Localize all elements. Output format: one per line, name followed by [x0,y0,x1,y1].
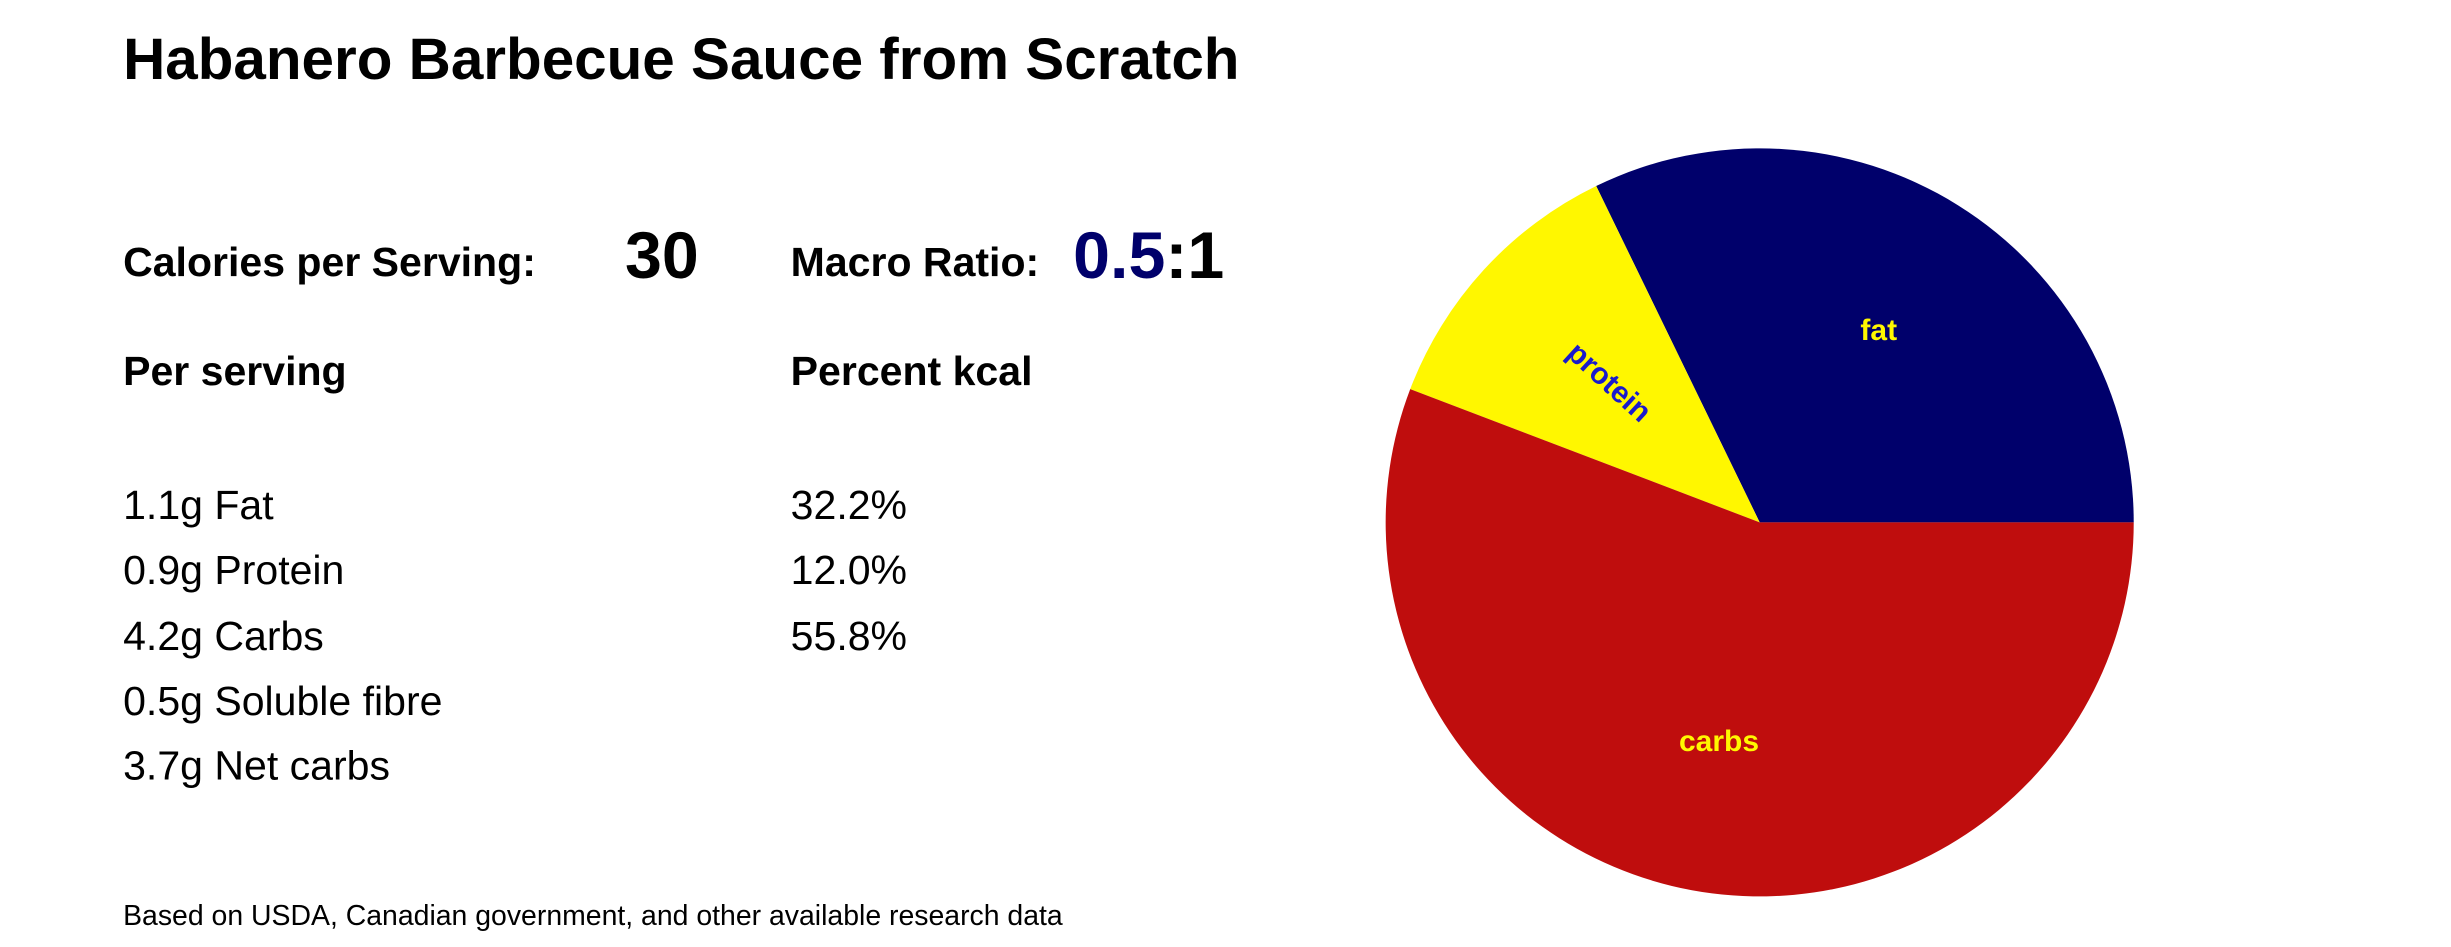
macro-ratio-value: 0.5:1 [1073,218,1224,294]
percent-kcal-item-carbs: 55.8% [790,611,908,660]
per-serving-item-carbs: 4.2g Carbs [123,611,324,660]
percent-kcal-list: 32.2% 12.0% 55.8% [791,473,907,669]
data-source-footnote: Based on USDA, Canadian government, and … [123,899,1063,932]
pie-slice-protein [1410,185,1760,523]
percent-kcal-heading: Percent kcal [790,347,1033,395]
pie-label-carbs: carbs [1679,725,1759,758]
per-serving-item-soluble-fibre: 0.5g Soluble fibre [123,676,443,725]
pie-label-fat: fat [1860,314,1897,347]
per-serving-list: 1.1g Fat 0.9g Protein 4.2g Carbs 0.5g So… [123,473,442,799]
percent-kcal-item-protein: 12.0% [790,546,908,594]
per-serving-item-protein: 0.9g Protein [123,546,345,594]
per-serving-item-net-carbs: 3.7g Net carbs [123,742,390,790]
macro-ratio-number: 0.5 [1073,217,1166,292]
per-serving-item-fat: 1.1g Fat [123,481,274,529]
pie-slice-fat [1596,148,2134,523]
pie-slice-carbs [1385,389,2134,897]
macro-pie-chart: fat protein carbs [1373,136,2146,909]
percent-kcal-item-fat: 32.2% [790,481,908,529]
calories-label: Calories per Serving: [123,238,536,286]
macro-ratio-suffix: :1 [1165,217,1225,292]
per-serving-heading: Per serving [123,347,347,395]
page-title: Habanero Barbecue Sauce from Scratch [123,26,1240,92]
calories-value: 30 [624,217,699,292]
macro-ratio-label: Macro Ratio: [790,238,1040,286]
